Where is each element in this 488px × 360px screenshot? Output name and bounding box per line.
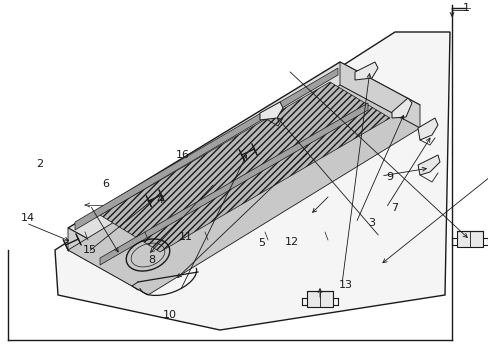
Text: 7: 7	[390, 203, 398, 213]
Polygon shape	[417, 155, 439, 175]
Text: 8: 8	[148, 255, 155, 265]
Text: 15: 15	[83, 245, 97, 255]
Text: 12: 12	[285, 237, 299, 247]
Polygon shape	[100, 82, 389, 252]
Text: 3: 3	[368, 218, 375, 228]
Text: 13: 13	[338, 280, 352, 290]
Text: 4: 4	[156, 195, 163, 205]
Polygon shape	[354, 62, 377, 80]
Polygon shape	[339, 62, 419, 128]
Polygon shape	[417, 118, 437, 140]
Text: 2: 2	[37, 159, 43, 169]
Polygon shape	[100, 103, 367, 265]
Text: 14: 14	[21, 213, 35, 223]
Polygon shape	[55, 32, 449, 330]
Polygon shape	[68, 62, 419, 272]
Polygon shape	[68, 228, 148, 295]
Bar	[456, 231, 482, 247]
Text: 16: 16	[176, 150, 190, 160]
Text: 1: 1	[462, 3, 468, 13]
Polygon shape	[75, 68, 337, 230]
Polygon shape	[260, 102, 283, 120]
Polygon shape	[391, 98, 411, 118]
Polygon shape	[68, 85, 419, 295]
Text: 9: 9	[386, 172, 393, 182]
Bar	[307, 291, 332, 307]
Text: 11: 11	[179, 232, 193, 242]
Text: 10: 10	[163, 310, 177, 320]
Text: 6: 6	[102, 179, 109, 189]
Text: 5: 5	[258, 238, 265, 248]
